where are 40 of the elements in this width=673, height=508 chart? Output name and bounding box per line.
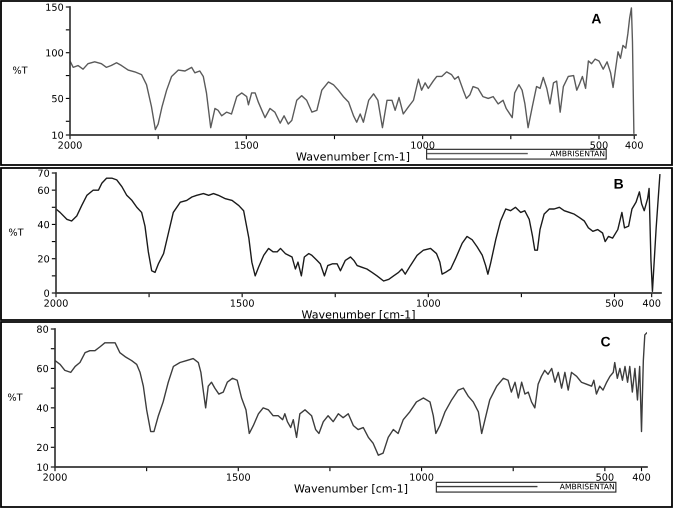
x-axis-title: Wavenumber [cm-1] <box>294 484 408 494</box>
y-tick-label: 20 <box>38 255 50 263</box>
x-tick-label: 1500 <box>230 299 254 307</box>
y-tick-label: 40 <box>38 220 50 228</box>
annotation: C <box>601 336 610 347</box>
y-tick-label: 50 <box>52 94 64 102</box>
x-tick-label: 2000 <box>44 299 68 307</box>
y-tick-label: 60 <box>37 364 48 372</box>
y-tick-label: 0 <box>44 289 50 297</box>
line-series <box>70 7 635 134</box>
x-tick-label: 400 <box>642 299 660 307</box>
y-axis-title: %T <box>8 393 23 401</box>
x-tick-label: 2000 <box>58 141 82 149</box>
x-tick-label: 1000 <box>411 141 434 149</box>
x-tick-label: 500 <box>606 299 624 307</box>
x-tick-label: 500 <box>590 141 608 149</box>
y-tick-label: 40 <box>36 404 48 412</box>
x-axis-title: Wavenumber [cm-1] <box>302 310 415 320</box>
y-tick-label: 80 <box>37 325 48 333</box>
y-tick-label: 10 <box>52 131 64 139</box>
y-tick-label: 100 <box>46 49 64 57</box>
x-tick-label: 1000 <box>417 299 440 307</box>
x-tick-label: 400 <box>632 473 650 481</box>
x-tick-label: 1500 <box>226 473 250 481</box>
y-axis-title: %T <box>12 66 28 74</box>
y-tick-label: 20 <box>37 444 48 452</box>
x-tick-label: 1000 <box>410 473 434 481</box>
x-tick-label: 1500 <box>235 141 258 149</box>
annotation: A <box>592 14 602 24</box>
y-tick-label: 10 <box>37 463 48 471</box>
x-tick-label: 500 <box>596 473 614 481</box>
y-tick-label: 150 <box>46 3 64 11</box>
y-tick-label: 60 <box>38 186 50 194</box>
y-tick-label: 70 <box>38 169 50 177</box>
line-series <box>56 174 661 292</box>
x-axis-title: Wavenumber [cm-1] <box>296 152 410 162</box>
y-axis-title: %T <box>8 228 24 236</box>
x-tick-label: 400 <box>625 141 643 149</box>
x-tick-label: 2000 <box>43 473 67 481</box>
annotation: B <box>614 179 624 189</box>
